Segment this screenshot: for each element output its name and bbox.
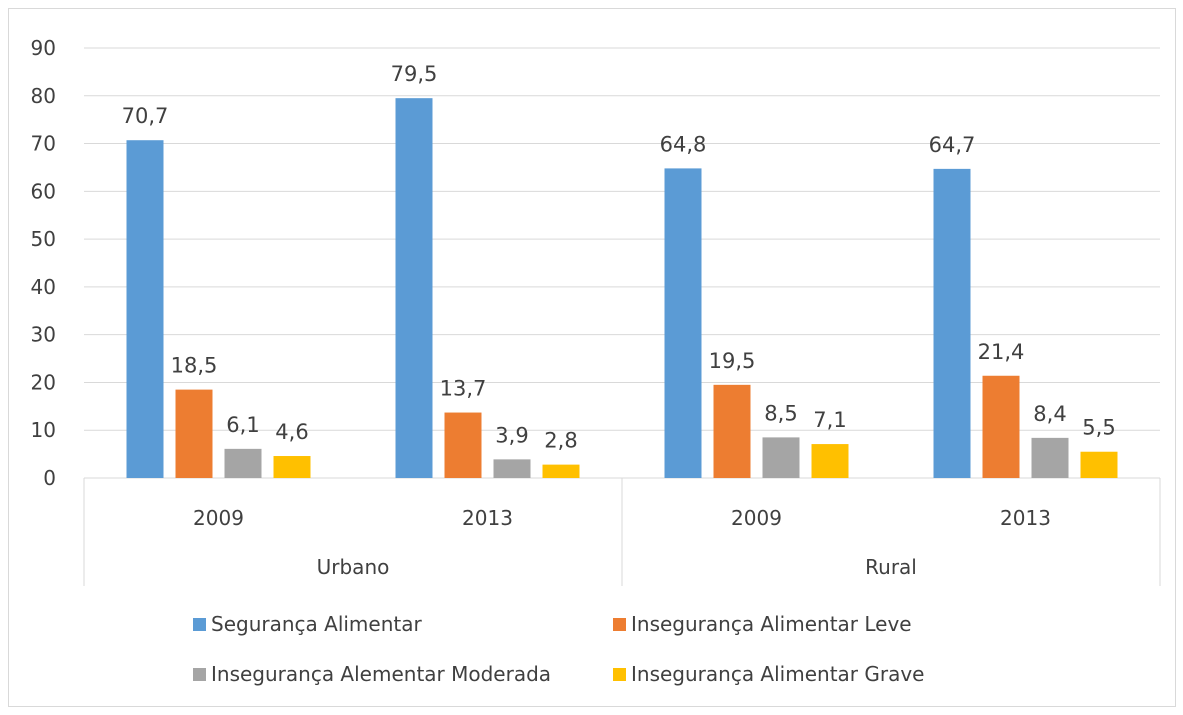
- data-label: 2,8: [544, 429, 577, 453]
- data-label: 7,1: [813, 408, 846, 432]
- x-group-label: Rural: [865, 555, 917, 579]
- y-tick-label: 80: [31, 84, 56, 108]
- x-tick-label: 2013: [1000, 506, 1051, 530]
- y-tick-label: 70: [31, 132, 56, 156]
- y-tick-label: 30: [31, 323, 56, 347]
- data-label: 64,7: [929, 133, 976, 157]
- data-label: 64,8: [660, 132, 707, 156]
- x-tick-label: 2013: [462, 506, 513, 530]
- x-tick-label: 2009: [731, 506, 782, 530]
- y-tick-label: 20: [31, 370, 56, 394]
- data-label: 4,6: [275, 420, 308, 444]
- y-tick-label: 50: [31, 227, 56, 251]
- bar: [175, 389, 213, 478]
- legend-label: Segurança Alimentar: [211, 612, 422, 636]
- bar: [126, 140, 164, 478]
- chart-frame: [8, 8, 1176, 707]
- bar: [224, 448, 262, 478]
- bar: [395, 98, 433, 479]
- bar: [273, 456, 311, 478]
- data-label: 18,5: [171, 354, 218, 378]
- data-label: 79,5: [391, 62, 438, 86]
- bar: [444, 412, 482, 478]
- data-label: 19,5: [709, 349, 756, 373]
- legend-label: Insegurança Alimentar Grave: [631, 662, 925, 686]
- data-label: 21,4: [978, 340, 1025, 364]
- bar: [713, 384, 751, 478]
- bar: [762, 437, 800, 478]
- y-tick-label: 10: [31, 418, 56, 442]
- data-label: 13,7: [440, 377, 487, 401]
- x-tick-label: 2009: [193, 506, 244, 530]
- legend-swatch: [193, 618, 206, 631]
- legend-swatch: [613, 618, 626, 631]
- data-label: 8,4: [1033, 402, 1066, 426]
- y-tick-label: 0: [43, 466, 56, 490]
- data-label: 8,5: [764, 401, 797, 425]
- bar: [933, 168, 971, 478]
- legend-swatch: [193, 668, 206, 681]
- data-label: 5,5: [1082, 416, 1115, 440]
- y-tick-label: 40: [31, 275, 56, 299]
- legend-label: Insegurança Alimentar Leve: [631, 612, 912, 636]
- bar: [542, 464, 580, 478]
- y-tick-label: 60: [31, 179, 56, 203]
- data-label: 6,1: [226, 413, 259, 437]
- data-label: 3,9: [495, 423, 528, 447]
- x-group-label: Urbano: [317, 555, 390, 579]
- bar: [664, 168, 702, 478]
- bar: [1031, 437, 1069, 478]
- data-label: 70,7: [122, 104, 169, 128]
- bar: [1080, 451, 1118, 478]
- legend-label: Insegurança Alementar Moderada: [211, 662, 551, 686]
- bar: [811, 444, 849, 478]
- bar: [493, 459, 531, 478]
- y-tick-label: 90: [31, 36, 56, 60]
- legend-swatch: [613, 668, 626, 681]
- bar: [982, 375, 1020, 478]
